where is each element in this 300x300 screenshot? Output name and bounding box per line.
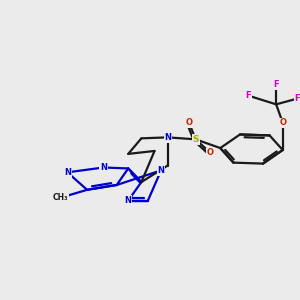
- Text: F: F: [273, 80, 279, 89]
- Text: N: N: [158, 166, 165, 175]
- Text: N: N: [125, 196, 132, 205]
- Text: N: N: [164, 133, 171, 142]
- Text: O: O: [207, 148, 214, 158]
- Text: F: F: [245, 91, 251, 100]
- Text: S: S: [192, 135, 199, 144]
- Text: N: N: [100, 163, 107, 172]
- Text: N: N: [64, 168, 71, 177]
- Text: O: O: [279, 118, 286, 127]
- Text: CH₃: CH₃: [53, 193, 69, 202]
- Text: F: F: [295, 94, 300, 103]
- Text: O: O: [185, 118, 193, 127]
